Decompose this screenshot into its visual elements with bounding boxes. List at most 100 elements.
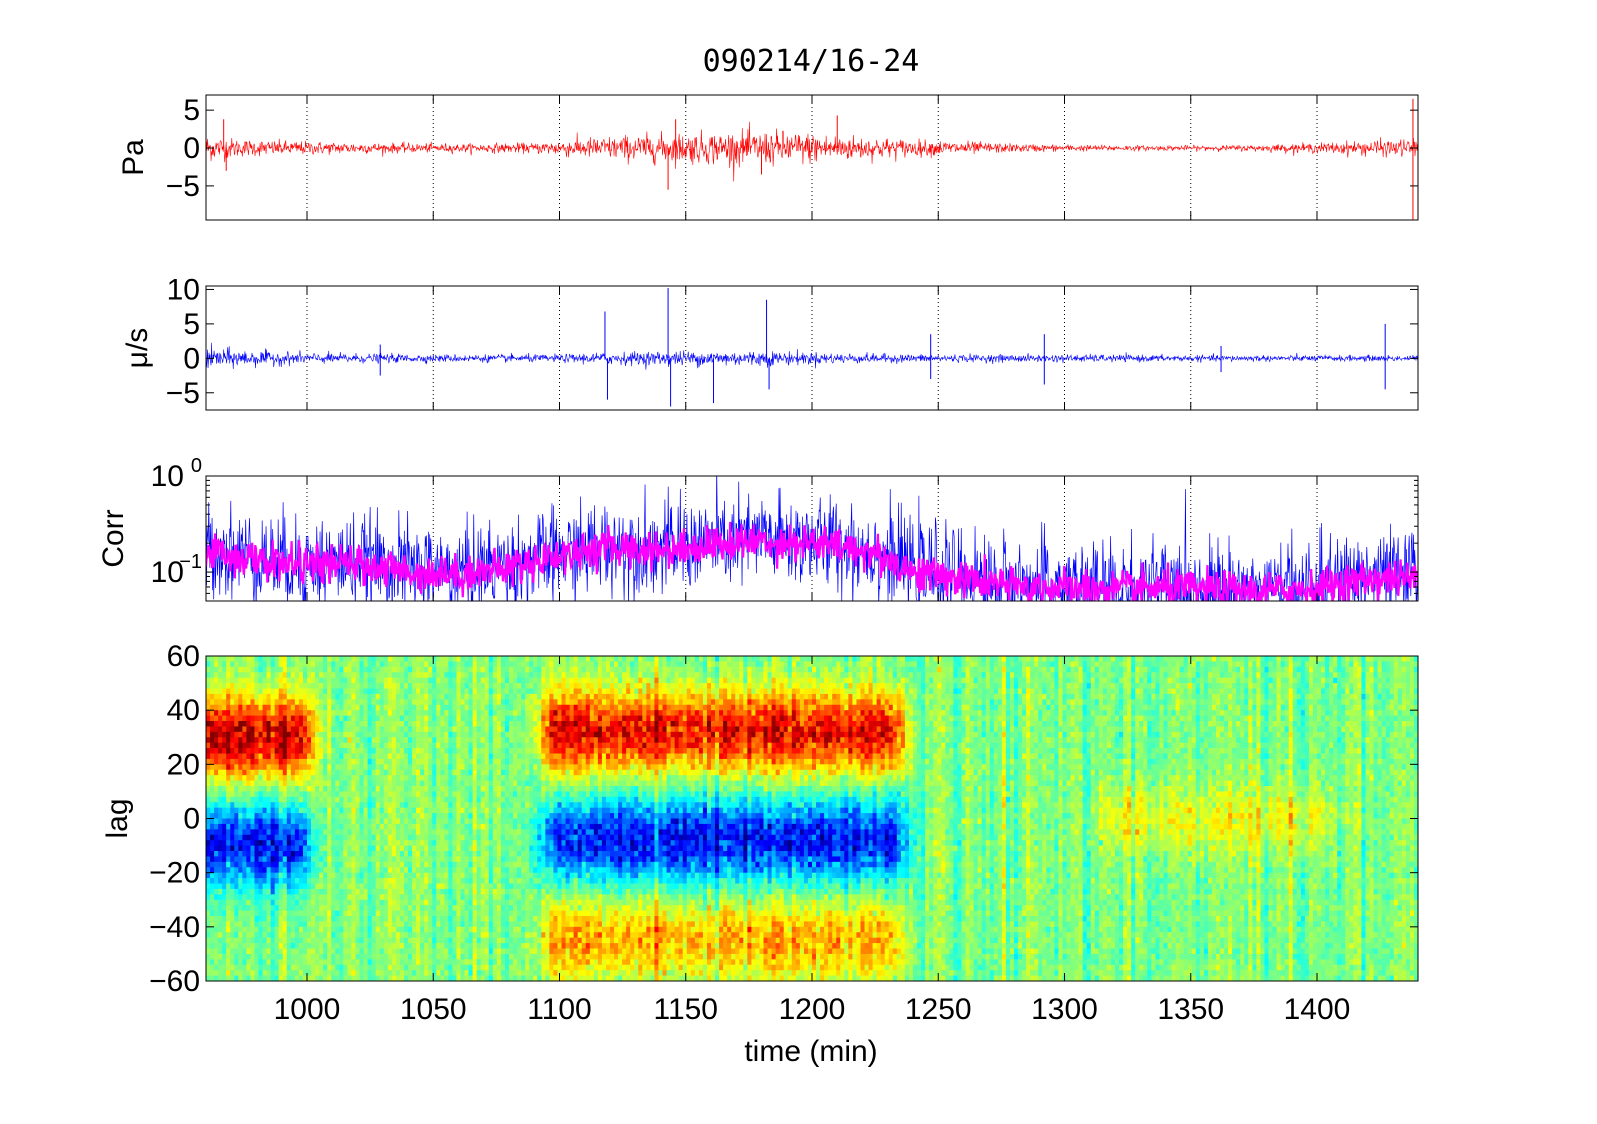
heatmap-cell: [412, 742, 417, 749]
heatmap-cell: [311, 888, 316, 895]
heatmap-cell: [460, 916, 466, 923]
heatmap-cell: [416, 731, 421, 738]
heatmap-cell: [496, 726, 502, 733]
heatmap-cell: [395, 943, 401, 950]
heatmap-cell: [521, 823, 526, 830]
heatmap-cell: [484, 666, 490, 673]
heatmap-cell: [311, 818, 316, 825]
heatmap-cell: [270, 823, 276, 830]
heatmap-cell: [452, 753, 458, 760]
heatmap-cell: [250, 845, 256, 852]
heatmap-cell: [488, 856, 494, 863]
heatmap-cell: [371, 807, 377, 814]
heatmap-cell: [476, 656, 482, 663]
heatmap-cell: [270, 807, 276, 814]
heatmap-cell: [266, 888, 272, 895]
heatmap-cell: [488, 975, 494, 981]
heatmap-cell: [222, 726, 227, 733]
heatmap-cell: [420, 953, 425, 960]
heatmap-cell: [387, 937, 393, 944]
heatmap-cell: [472, 937, 478, 944]
heatmap-cell: [517, 780, 522, 787]
heatmap-cell: [436, 840, 441, 847]
heatmap-cell: [428, 823, 433, 830]
heatmap-cell: [513, 823, 518, 830]
heatmap-cell: [323, 823, 328, 830]
heatmap-cell: [238, 851, 243, 858]
heatmap-cell: [222, 715, 227, 722]
heatmap-cell: [391, 753, 397, 760]
heatmap-cell: [294, 742, 300, 749]
heatmap-cell: [428, 872, 433, 879]
heatmap-cell: [290, 704, 296, 711]
heatmap-cell: [391, 883, 397, 890]
heatmap-cell: [258, 926, 264, 933]
heatmap-cell: [262, 867, 268, 874]
heatmap-cell: [496, 737, 502, 744]
heatmap-cell: [307, 699, 312, 706]
heatmap-cell: [484, 937, 490, 944]
heatmap-cell: [274, 926, 280, 933]
heatmap-cell: [222, 764, 227, 771]
heatmap-cell: [262, 953, 268, 960]
heatmap-cell: [278, 894, 284, 901]
heatmap-cell: [339, 677, 344, 684]
heatmap-cell: [319, 937, 324, 944]
heatmap-cell: [484, 780, 490, 787]
heatmap-cell: [472, 710, 478, 717]
heatmap-cell: [500, 948, 506, 955]
heatmap-cell: [517, 888, 522, 895]
heatmap-cell: [375, 856, 381, 863]
heatmap-cell: [375, 666, 381, 673]
heatmap-cell: [258, 851, 264, 858]
heatmap-cell: [355, 953, 361, 960]
heatmap-cell: [403, 878, 409, 885]
heatmap-cell: [387, 872, 393, 879]
heatmap-cell: [335, 910, 340, 917]
heatmap-cell: [500, 672, 506, 679]
heatmap-cell: [246, 845, 252, 852]
heatmap-cell: [448, 867, 454, 874]
heatmap-cell: [452, 672, 458, 679]
heatmap-cell: [476, 926, 482, 933]
heatmap-cell: [440, 726, 445, 733]
heatmap-cell: [509, 899, 514, 906]
heatmap-cell: [315, 748, 320, 755]
heatmap-cell: [278, 677, 284, 684]
heatmap-cell: [480, 753, 486, 760]
heatmap-cell: [488, 802, 494, 809]
heatmap-cell: [294, 861, 300, 868]
heatmap-cell: [504, 872, 510, 879]
heatmap-cell: [335, 737, 340, 744]
heatmap-cell: [347, 688, 353, 695]
heatmap-cell: [234, 932, 239, 939]
heatmap-cell: [359, 661, 365, 668]
heatmap-cell: [339, 926, 344, 933]
heatmap-cell: [294, 899, 300, 906]
heatmap-cell: [230, 883, 235, 890]
heatmap-cell: [319, 699, 324, 706]
heatmap-cell: [452, 786, 458, 793]
heatmap-cell: [339, 867, 344, 874]
heatmap-cell: [210, 840, 215, 847]
heatmap-cell: [323, 959, 328, 966]
heatmap-cell: [504, 861, 510, 868]
heatmap-cell: [270, 699, 276, 706]
heatmap-cell: [387, 943, 393, 950]
heatmap-cell: [496, 910, 502, 917]
heatmap-cell: [230, 748, 235, 755]
heatmap-cell: [529, 758, 534, 765]
heatmap-cell: [319, 666, 324, 673]
heatmap-cell: [230, 656, 235, 663]
heatmap-cell: [379, 894, 385, 901]
heatmap-cell: [339, 818, 344, 825]
heatmap-cell: [367, 888, 373, 895]
heatmap-cell: [286, 721, 292, 728]
heatmap-cell: [444, 786, 449, 793]
heatmap-cell: [395, 926, 401, 933]
heatmap-cell: [424, 883, 429, 890]
heatmap-cell: [327, 845, 332, 852]
heatmap-cell: [436, 764, 441, 771]
heatmap-cell: [311, 970, 316, 977]
heatmap-cell: [335, 758, 340, 765]
